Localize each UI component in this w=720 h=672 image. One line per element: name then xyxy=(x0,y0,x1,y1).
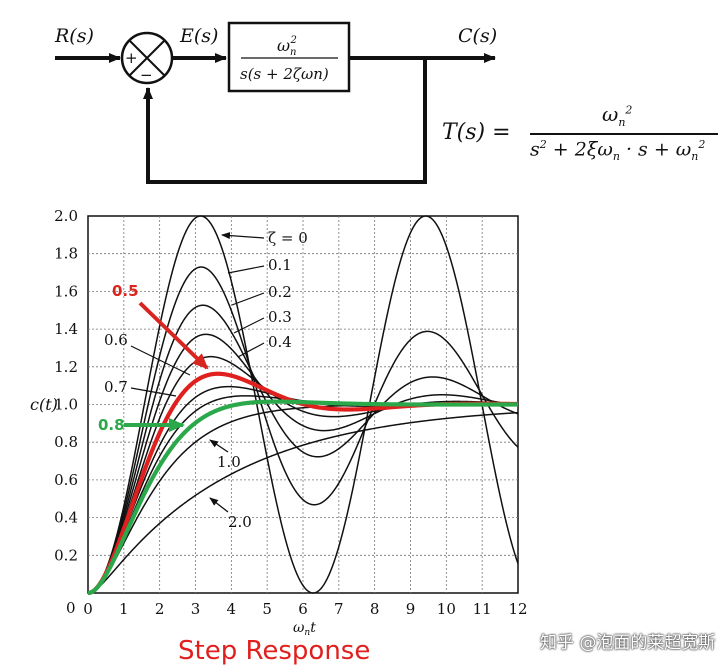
x-tick-label: 5 xyxy=(262,600,272,618)
response-curve-zeta-0-1 xyxy=(87,266,519,594)
response-curves xyxy=(86,215,520,596)
input-label: R(s) xyxy=(54,25,94,47)
response-curve-zeta-0-3 xyxy=(87,333,519,594)
error-label: E(s) xyxy=(179,25,218,47)
y-tick-label: 1.0 xyxy=(54,396,78,414)
y-tick-label: 1.2 xyxy=(54,358,78,376)
x-tick-label: 0 xyxy=(83,600,93,618)
annotation-zeta07: 0.7 xyxy=(104,378,128,396)
y-tick-label: 0.2 xyxy=(54,546,78,564)
y-tick-label: 0.6 xyxy=(54,471,78,489)
closed-loop-transfer-function: T(s) = ωn2 s2 + 2ξωn · s + ωn2 xyxy=(442,100,718,170)
annotation-zeta02: 0.2 xyxy=(268,283,292,301)
response-curve-zeta-0-4 xyxy=(87,355,519,594)
formula-denominator: s2 + 2ξωn · s + ωn2 xyxy=(530,138,706,164)
x-tick-labels: 0 1 2 3 4 5 6 7 8 9 10 11 12 xyxy=(83,600,527,618)
x-tick-label: 7 xyxy=(334,600,344,618)
x-tick-label: 3 xyxy=(191,600,201,618)
annotation-pointer-zeta03 xyxy=(233,317,265,334)
x-tick-label: 9 xyxy=(406,600,416,618)
formula-numerator: ωn2 xyxy=(602,102,633,129)
y-tick-label: 1.8 xyxy=(54,245,78,263)
annotation-pointer-zeta06 xyxy=(130,345,191,376)
annotation-zeta10: 1.0 xyxy=(217,453,241,471)
x-tick-label: 4 xyxy=(227,600,237,618)
step-response-caption: Step Response xyxy=(178,636,371,666)
block-diagram: + − ωn2 s(s + 2ζωn) R(s) E(s) C(s) xyxy=(54,21,497,184)
y-tick-label-0: 0 xyxy=(66,599,76,617)
annotation-pointer-zeta02 xyxy=(231,292,265,306)
response-curve-zeta-2 xyxy=(87,411,519,594)
y-tick-label: 0.4 xyxy=(54,509,78,527)
annotation-zeta0: ζ = 0 xyxy=(268,229,308,247)
annotation-zeta06: 0.6 xyxy=(104,331,128,349)
annotation-zeta08: 0.8 xyxy=(98,416,125,434)
x-tick-label: 2 xyxy=(155,600,165,618)
annotation-pointer-zeta20 xyxy=(209,497,229,513)
plant-denominator: s(s + 2ζωn) xyxy=(240,65,329,83)
feedback-path xyxy=(143,58,427,184)
annotation-zeta03: 0.3 xyxy=(268,308,292,326)
annotation-pointer-zeta04 xyxy=(237,342,265,358)
annotation-zeta20: 2.0 xyxy=(228,513,252,531)
x-tick-label: 10 xyxy=(437,600,456,618)
step-response-chart: 0 1 2 3 4 5 6 7 8 9 10 11 12 0.20.40.60.81.01.21.41.… xyxy=(30,207,528,638)
y-tick-labels: 0.2 0.4 0.6 0.8 1.0 1.2 1.4 1.6 1.8 2.0 xyxy=(54,207,78,564)
y-tick-label: 1.6 xyxy=(54,282,78,300)
y-tick-label: 0.8 xyxy=(54,433,78,451)
sum-plus-sign: + xyxy=(125,49,138,67)
annotation-zeta04: 0.4 xyxy=(268,333,292,351)
y-axis-label: c(t) xyxy=(30,395,58,414)
output-label: C(s) xyxy=(458,25,497,47)
annotation-pointer-zeta10 xyxy=(209,439,229,453)
formula-fraction-bar xyxy=(530,133,718,135)
annotation-pointer-zeta05 xyxy=(138,301,209,370)
annotation-pointer-zeta01 xyxy=(227,265,265,274)
watermark-text: 知乎 @泡面的莱超宽斯 xyxy=(540,633,716,653)
annotation-zeta05: 0.5 xyxy=(112,282,139,300)
x-tick-label: 6 xyxy=(298,600,308,618)
response-curve-zeta-0-8 xyxy=(86,399,520,596)
x-tick-label: 1 xyxy=(119,600,129,618)
annotation-zeta01: 0.1 xyxy=(268,256,292,274)
x-axis-label: ωnt xyxy=(293,620,316,638)
y-tick-label: 2.0 xyxy=(54,207,78,225)
x-tick-label: 8 xyxy=(370,600,380,618)
plant-numerator: ωn2 xyxy=(277,35,297,58)
x-tick-label: 11 xyxy=(473,600,492,618)
y-tick-label: 1.4 xyxy=(54,320,78,338)
annotation-pointer-zeta07 xyxy=(130,387,177,397)
response-curve-zeta-0-2 xyxy=(87,304,519,594)
curve-annotations: ζ = 0 0.1 0.2 0.3 0.4 0.6 0.7 1.0 2.0 0.… xyxy=(98,229,308,531)
annotation-pointer-zeta0 xyxy=(221,232,265,240)
x-tick-label: 12 xyxy=(508,600,527,618)
formula-lhs: T(s) = xyxy=(442,120,511,145)
sum-minus-sign: − xyxy=(140,66,153,84)
response-curve-zeta-0 xyxy=(87,215,519,594)
